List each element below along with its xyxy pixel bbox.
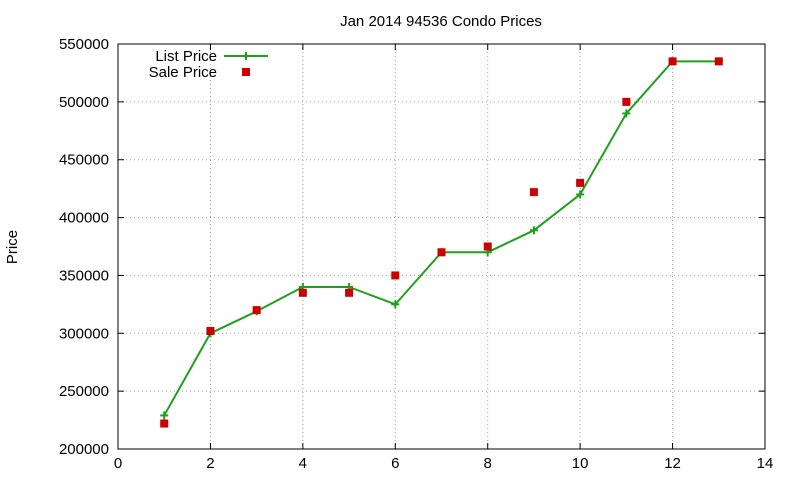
x-tick-label: 14 (757, 455, 774, 472)
plot-border (117, 43, 766, 450)
data-point (160, 419, 169, 428)
legend-swatch (242, 68, 250, 76)
x-tick-label: 6 (391, 455, 399, 472)
data-point (160, 411, 169, 420)
x-tick-label: 2 (206, 455, 214, 472)
data-point (391, 300, 400, 309)
data-point (437, 248, 446, 257)
x-tick-label: 12 (664, 455, 681, 472)
legend-entry: Sale Price (149, 64, 250, 81)
data-point (391, 271, 400, 280)
y-axis-label: Price (4, 230, 21, 264)
data-point (206, 326, 215, 335)
y-tick-label: 500000 (59, 94, 109, 111)
data-point (529, 226, 538, 235)
data-point (529, 188, 538, 197)
data-point (668, 57, 677, 66)
axes: 0 2 4 6 8 10 12 14 200000 250000 300000 350000 40000… (59, 36, 773, 472)
plot-series (160, 57, 723, 428)
y-tick-label: 450000 (59, 152, 109, 169)
series-list-price (160, 57, 723, 420)
x-tick-label: 4 (299, 455, 307, 472)
y-tick-label: 300000 (59, 325, 109, 342)
data-point (576, 178, 585, 187)
data-point (252, 306, 261, 315)
y-tick-label: 400000 (59, 210, 109, 227)
data-point (576, 190, 585, 199)
chart-title: Jan 2014 94536 Condo Prices (340, 13, 542, 30)
y-tick-label: 350000 (59, 267, 109, 284)
series-sale-price (160, 57, 723, 428)
data-point (298, 288, 307, 297)
x-tick-label: 0 (114, 455, 122, 472)
data-point (622, 109, 631, 118)
data-point (714, 57, 723, 66)
y-tick-label: 250000 (59, 383, 109, 400)
series-line (163, 60, 719, 416)
data-point (622, 97, 631, 106)
data-point (345, 288, 354, 297)
grid (118, 44, 765, 449)
y-tick-label: 550000 (59, 36, 109, 53)
legend-entry: List Price (155, 48, 268, 65)
legend-label: Sale Price (149, 64, 217, 81)
x-tick-label: 10 (572, 455, 589, 472)
x-tick-label: 8 (484, 455, 492, 472)
legend-marker (242, 52, 250, 60)
legend-label: List Price (155, 48, 217, 65)
data-point (483, 242, 492, 251)
y-tick-label: 200000 (59, 441, 109, 458)
